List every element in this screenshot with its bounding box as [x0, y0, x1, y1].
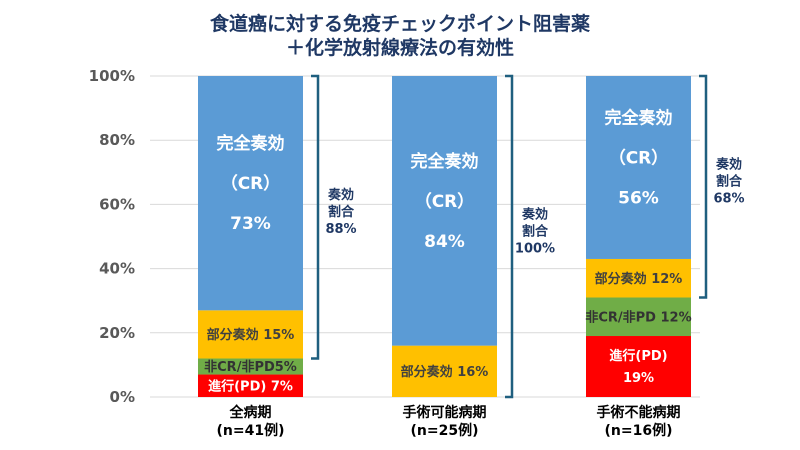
category-label: 手術可能病期	[403, 404, 487, 421]
chart-title: ＋化学放射線療法の有効性	[286, 36, 514, 59]
bar-segment	[198, 310, 303, 359]
bar-segment	[586, 336, 691, 397]
response-rate-label: 奏効	[521, 207, 548, 223]
segment-label: 部分奏効 15%	[207, 327, 295, 343]
segment-label: 84%	[424, 232, 465, 252]
y-tick-label: 100%	[89, 67, 135, 85]
segment-label: 進行(PD)	[609, 348, 667, 364]
segment-label: 完全奏効	[411, 151, 479, 172]
category-label: 手術不能病期	[597, 404, 681, 421]
category-label: 全病期	[229, 404, 272, 421]
segment-label: 完全奏効	[605, 107, 673, 128]
bar-segment	[392, 76, 497, 346]
category-label: (n=16例)	[605, 422, 673, 439]
segment-label: 19%	[623, 371, 654, 386]
segment-label: 部分奏効 12%	[595, 271, 683, 287]
bracket	[505, 74, 514, 399]
response-rate-label: 68%	[713, 192, 744, 207]
response-rate-label: 割合	[328, 204, 355, 220]
y-tick-label: 0%	[110, 388, 135, 406]
chart-title: 食道癌に対する免疫チェックポイント阻害薬	[210, 12, 590, 35]
response-rate-label: 88%	[325, 222, 356, 237]
bracket	[311, 74, 320, 360]
bar-segment	[392, 345, 497, 397]
segment-label: 進行(PD) 7%	[208, 378, 293, 394]
response-rate-label: 奏効	[327, 187, 354, 203]
category-label: (n=25例)	[411, 422, 479, 439]
category-label: (n=41例)	[217, 422, 285, 439]
response-rate-label: 奏効	[715, 157, 742, 173]
bracket	[699, 74, 708, 299]
segment-label: （CR）	[609, 147, 669, 168]
bar-segment	[198, 358, 303, 375]
y-tick-label: 40%	[99, 260, 135, 278]
y-tick-label: 80%	[99, 131, 135, 149]
segment-label: 56%	[618, 188, 659, 208]
y-tick-label: 60%	[99, 195, 135, 213]
segment-label: 非CR/非PD 12%	[585, 309, 691, 325]
segment-label: 非CR/非PD5%	[204, 359, 297, 375]
y-tick-label: 20%	[99, 324, 135, 342]
bar-segment	[198, 374, 303, 397]
response-rate-label: 割合	[522, 224, 549, 240]
response-rate-label: 100%	[515, 242, 555, 257]
bar-segment	[198, 76, 303, 311]
bar-segment	[586, 76, 691, 259]
segment-label: 73%	[230, 214, 271, 234]
segment-label: 完全奏効	[217, 133, 285, 154]
bar-segment	[586, 297, 691, 337]
segment-label: 部分奏効 16%	[401, 364, 489, 380]
segment-label: （CR）	[415, 191, 475, 212]
segment-label: （CR）	[221, 173, 281, 194]
bar-segment	[586, 258, 691, 298]
response-rate-label: 割合	[716, 174, 743, 190]
